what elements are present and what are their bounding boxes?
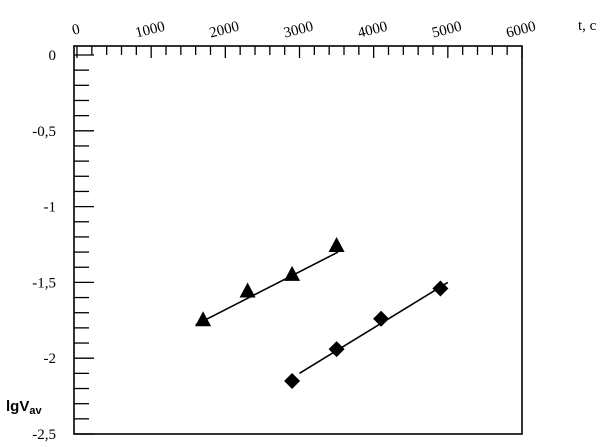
x-tick-label: 5000 <box>430 19 463 42</box>
x-tick-label: 3000 <box>282 19 315 42</box>
x-axis-ticks <box>76 46 523 58</box>
fit-line <box>195 251 339 326</box>
fit-line <box>299 281 449 375</box>
y-axis-title: lgVav <box>6 398 42 417</box>
y-tick-labels: 0 -0,5 -1 -1,5 -2 -2,5 <box>32 48 56 443</box>
diamond-marker <box>328 341 345 358</box>
triangle-marker <box>284 265 301 281</box>
x-tick-label: 0 <box>70 21 81 38</box>
diamond-marker <box>373 310 390 327</box>
y-tick-label: -1,5 <box>32 275 56 291</box>
triangle-marker <box>195 311 212 327</box>
x-tick-label: 4000 <box>356 19 389 42</box>
plot-frame <box>73 45 523 435</box>
triangle-marker <box>239 282 256 298</box>
y-tick-label: -0,5 <box>32 124 56 140</box>
y-tick-label: -1 <box>44 200 57 216</box>
y-axis-ticks <box>74 54 94 435</box>
y-tick-label: -2 <box>44 351 57 367</box>
x-axis-title: t, c <box>578 18 597 34</box>
diamond-marker <box>284 372 301 389</box>
y-tick-label: -2,5 <box>32 427 56 443</box>
y-tick-label: 0 <box>49 48 57 64</box>
data-markers <box>195 237 449 389</box>
x-tick-label: 1000 <box>134 19 167 42</box>
x-tick-labels: 0 1000 2000 3000 4000 5000 6000 <box>70 19 537 42</box>
x-tick-label: 6000 <box>505 19 538 42</box>
fit-lines <box>195 251 449 375</box>
triangle-marker <box>328 237 345 253</box>
diamond-marker <box>432 280 449 297</box>
x-tick-label: 2000 <box>208 19 241 42</box>
